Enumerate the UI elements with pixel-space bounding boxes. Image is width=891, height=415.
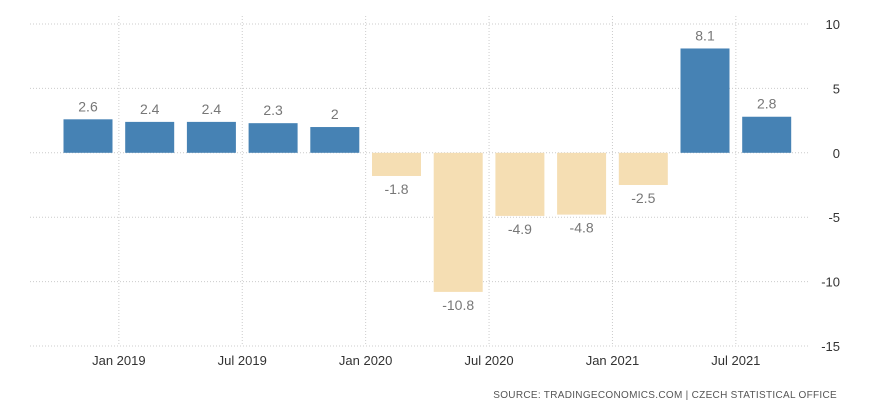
- data-label: 8.1: [695, 27, 715, 43]
- bar: [186, 121, 236, 153]
- data-label: 2.6: [78, 98, 98, 114]
- data-label: 2.4: [202, 101, 222, 117]
- x-tick-label: Jul 2019: [218, 353, 267, 368]
- x-tick-label: Jul 2020: [464, 353, 513, 368]
- data-label: 2: [331, 106, 339, 122]
- y-tick-label: 0: [833, 146, 840, 161]
- data-label: 2.8: [757, 96, 777, 112]
- y-tick-label: 10: [826, 17, 840, 32]
- data-label: -4.8: [570, 220, 594, 236]
- data-label: 2.4: [140, 101, 160, 117]
- bars: [63, 48, 792, 292]
- bar: [680, 48, 730, 153]
- bar: [433, 152, 483, 292]
- data-label: -1.8: [384, 181, 408, 197]
- bar: [557, 152, 607, 215]
- bar: [248, 123, 298, 153]
- y-tick-label: 5: [833, 81, 840, 96]
- x-tick-label: Jul 2021: [711, 353, 760, 368]
- grid-lines: [30, 16, 810, 347]
- data-label: -10.8: [442, 297, 474, 313]
- data-label: -4.9: [508, 221, 532, 237]
- y-axis-ticks: 10 5 0 -5 -10 -15: [821, 17, 840, 354]
- bar: [63, 119, 113, 153]
- data-labels: 2.6 2.4 2.4 2.3 2 -1.8 -10.8 -4.9 -4.8 -2.5 8.1 2.8: [78, 27, 776, 312]
- bar: [372, 152, 421, 176]
- data-label: -2.5: [631, 190, 655, 206]
- source-note: SOURCE: TRADINGECONOMICS.COM | CZECH STA…: [493, 390, 837, 401]
- x-tick-label: Jan 2021: [586, 353, 640, 368]
- data-label: 2.3: [263, 102, 283, 118]
- x-axis-ticks: Jan 2019 Jul 2019 Jan 2020 Jul 2020 Jan 2021…: [92, 353, 760, 368]
- bar: [742, 116, 792, 153]
- y-tick-label: -15: [821, 339, 840, 354]
- y-tick-label: -5: [828, 210, 840, 225]
- y-tick-label: -10: [821, 275, 840, 290]
- bar: [618, 152, 668, 185]
- bar: [310, 127, 360, 153]
- bar: [495, 152, 545, 216]
- x-tick-label: Jan 2020: [339, 353, 393, 368]
- bar: [125, 121, 175, 153]
- x-tick-label: Jan 2019: [92, 353, 146, 368]
